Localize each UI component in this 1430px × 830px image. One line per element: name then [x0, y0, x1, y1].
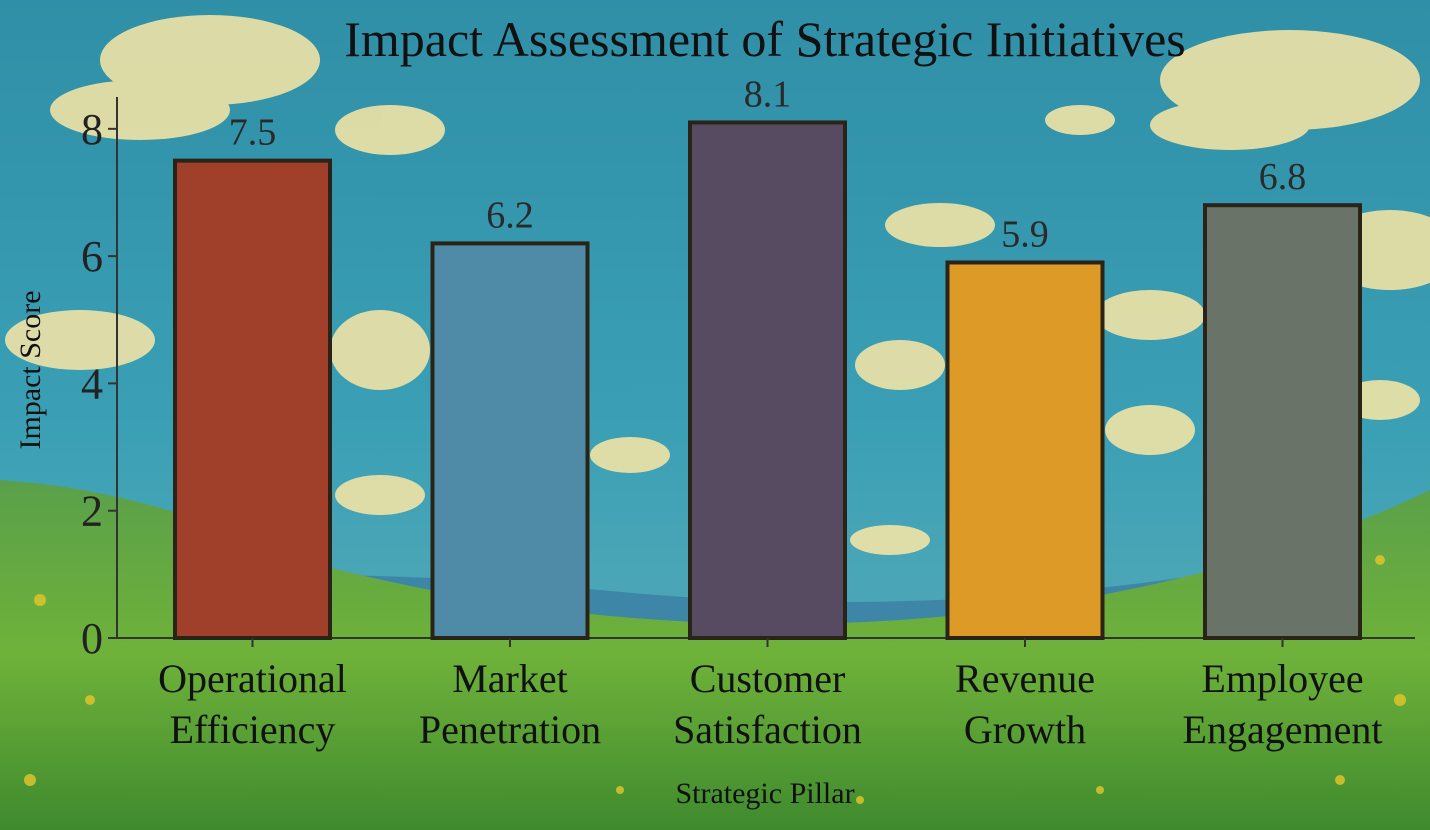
x-tick-label-line: Engagement — [1183, 707, 1383, 752]
x-tick-label-line: Employee — [1201, 656, 1363, 701]
x-tick-label-line: Revenue — [955, 656, 1095, 701]
bar — [1203, 203, 1362, 640]
plot-area: 0 2 4 6 8 7.5 Operational Efficiency 6.2 Market Pe… — [81, 73, 1415, 752]
bar-value-label: 5.9 — [1001, 213, 1049, 255]
y-tick-label: 8 — [81, 105, 103, 154]
bar-value-label: 7.5 — [229, 112, 277, 154]
x-tick-label-line: Penetration — [419, 707, 601, 752]
y-tick-label: 4 — [81, 359, 103, 408]
y-tick-label: 6 — [81, 232, 103, 281]
bar-value-label: 6.2 — [486, 194, 534, 236]
bar — [945, 260, 1105, 640]
x-tick-label: Employee Engagement — [1183, 656, 1383, 752]
x-tick-label-line: Operational — [158, 656, 347, 701]
x-tick-label-line: Market — [452, 656, 568, 701]
x-tick-label-line: Customer — [690, 656, 846, 701]
y-tick-label: 2 — [81, 487, 103, 536]
x-tick-label-line: Satisfaction — [673, 707, 862, 752]
x-tick-label: Market Penetration — [419, 656, 601, 752]
bar — [173, 158, 332, 640]
bar — [688, 120, 847, 641]
x-tick-label: Revenue Growth — [955, 656, 1095, 752]
bar-value-label: 8.1 — [744, 73, 792, 115]
y-axis-title: Impact Score — [14, 290, 47, 449]
bar — [430, 241, 590, 640]
x-tick-label: Operational Efficiency — [158, 656, 347, 752]
x-tick-label-line: Growth — [964, 707, 1086, 752]
chart-title: Impact Assessment of Strategic Initiativ… — [344, 11, 1185, 67]
bar-value-label: 6.8 — [1259, 156, 1307, 198]
x-axis-title: Strategic Pillar — [675, 777, 854, 810]
x-tick-label-line: Efficiency — [170, 707, 336, 752]
y-tick-label: 0 — [81, 614, 103, 663]
x-tick-label: Customer Satisfaction — [673, 656, 862, 752]
